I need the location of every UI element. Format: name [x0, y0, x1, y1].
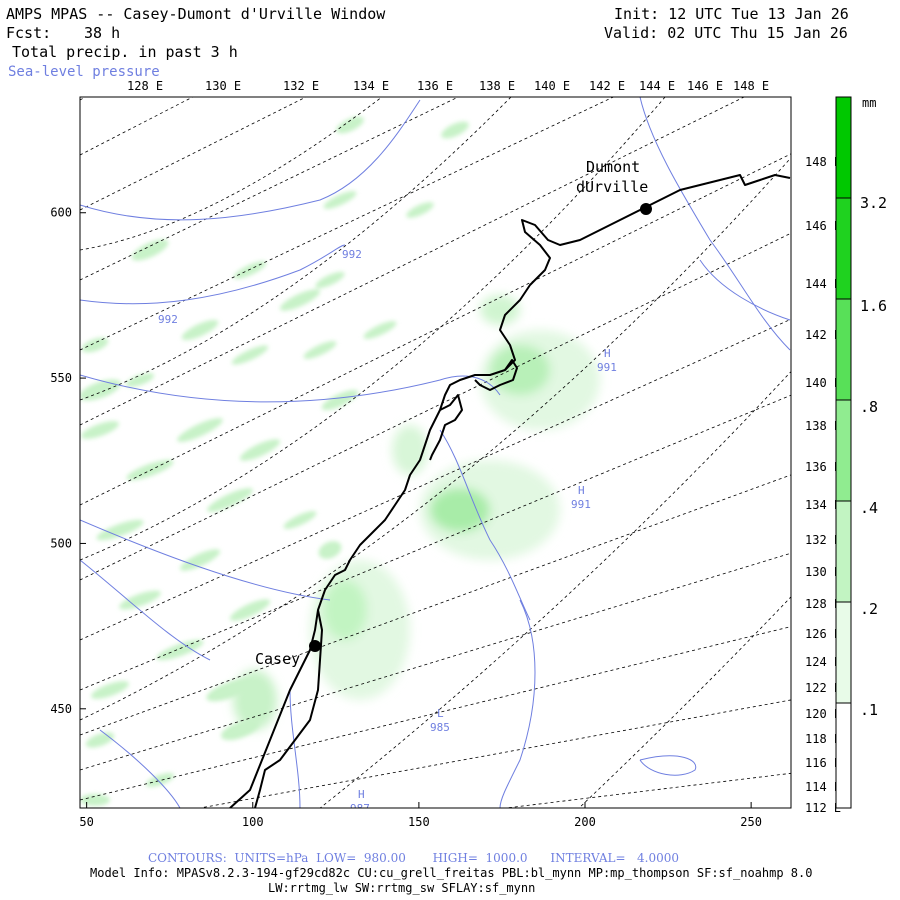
pressure-labels: 992 992 H 991 H 991 L 985 H 987: [158, 248, 617, 815]
svg-text:140 E: 140 E: [805, 376, 841, 390]
colorbar-swatch-0: [836, 703, 851, 808]
pressure-label-992-a: 992: [342, 248, 362, 261]
svg-text:136 E: 136 E: [805, 460, 841, 474]
svg-text:146 E: 146 E: [687, 79, 723, 93]
x-axis: 50 100 150 200 250: [79, 802, 762, 829]
svg-text:146 E: 146 E: [805, 219, 841, 233]
x-tick-label: 50: [79, 815, 93, 829]
svg-text:138 E: 138 E: [479, 79, 515, 93]
colorbar-swatch-2: [836, 501, 851, 602]
svg-text:128 E: 128 E: [127, 79, 163, 93]
svg-text:148 E: 148 E: [733, 79, 769, 93]
model-info: Model Info: MPASv8.2.3-194-gf29cd82c CU:…: [90, 866, 813, 880]
svg-text:126 E: 126 E: [805, 627, 841, 641]
casey-label: Casey: [255, 650, 300, 668]
svg-text:136 E: 136 E: [417, 79, 453, 93]
svg-text:130 E: 130 E: [805, 565, 841, 579]
high-center-2-value: 991: [571, 498, 591, 511]
high-center-2: H: [578, 484, 585, 497]
colorbar-swatch-5: [836, 198, 851, 299]
svg-text:128 E: 128 E: [805, 597, 841, 611]
svg-text:144 E: 144 E: [639, 79, 675, 93]
high-center-3: H: [358, 788, 365, 801]
dumont-label-line1: Dumont: [586, 158, 640, 176]
svg-text:142 E: 142 E: [805, 328, 841, 342]
field-title: Total precip. in past 3 h: [12, 43, 238, 61]
high-center-1-value: 991: [597, 361, 617, 374]
low-center: L: [437, 707, 444, 720]
high-center-3-value: 987: [350, 802, 370, 815]
overlay-title: Sea-level pressure: [8, 64, 160, 80]
map-frame: [79, 96, 792, 809]
high-center-1: H: [604, 347, 611, 360]
colorbar-level-2: .4: [860, 499, 878, 517]
colorbar-level-1: .2: [860, 600, 878, 618]
graticule: [80, 97, 791, 808]
dumont-label-line2: dUrville: [576, 178, 648, 196]
colorbar: mm .1 .2 .4 .8 1.6 3.2: [835, 96, 887, 809]
colorbar-level-5: 3.2: [860, 194, 887, 212]
contour-info: CONTOURS: UNITS=hPa LOW= 980.00 HIGH= 10…: [148, 851, 679, 865]
colorbar-level-4: 1.6: [860, 297, 887, 315]
y-tick-label: 450: [50, 702, 72, 716]
svg-text:134 E: 134 E: [353, 79, 389, 93]
station-casey: Casey: [255, 640, 321, 668]
colorbar-level-0: .1: [860, 701, 878, 719]
forecast-label: Fcst:: [6, 24, 52, 42]
precip-field: [80, 116, 469, 806]
casey-marker: [309, 640, 321, 652]
svg-text:118 E: 118 E: [805, 732, 841, 746]
svg-text:132 E: 132 E: [283, 79, 319, 93]
coastal-precip: [233, 295, 600, 730]
physics-info: LW:rrtmg_lw SW:rrtmg_sw SFLAY:sf_mynn: [268, 881, 536, 895]
svg-text:132 E: 132 E: [805, 533, 841, 547]
svg-text:134 E: 134 E: [805, 498, 841, 512]
pressure-contours: [80, 97, 791, 808]
svg-text:116 E: 116 E: [805, 756, 841, 770]
colorbar-unit: mm: [862, 96, 876, 110]
station-dumont-durville: Dumont dUrville: [576, 158, 652, 215]
svg-text:120 E: 120 E: [805, 707, 841, 721]
colorbar-swatch-6: [836, 97, 851, 198]
coastline: [229, 174, 791, 808]
dumont-marker: [640, 203, 652, 215]
valid-time: Valid: 02 UTC Thu 15 Jan 26: [604, 24, 848, 42]
low-center-value: 985: [430, 721, 450, 734]
y-axis: 450 500 550 600: [50, 206, 86, 716]
right-longitude-labels: 148 E 146 E 144 E 142 E 140 E 138 E 136 …: [805, 155, 841, 815]
x-tick-label: 200: [574, 815, 596, 829]
y-tick-label: 600: [50, 206, 72, 220]
colorbar-level-3: .8: [860, 398, 878, 416]
svg-text:112 E: 112 E: [805, 801, 841, 815]
y-tick-label: 550: [50, 371, 72, 385]
x-tick-label: 100: [242, 815, 264, 829]
map-title: AMPS MPAS -- Casey-Dumont d'Urville Wind…: [6, 5, 386, 23]
colorbar-swatch-3: [836, 400, 851, 501]
svg-text:114 E: 114 E: [805, 780, 841, 794]
svg-text:142 E: 142 E: [589, 79, 625, 93]
svg-text:130 E: 130 E: [205, 79, 241, 93]
init-time: Init: 12 UTC Tue 13 Jan 26: [614, 5, 849, 23]
pressure-label-992-b: 992: [158, 313, 178, 326]
top-longitude-labels: 128 E 130 E 132 E 134 E 136 E 138 E 140 …: [127, 79, 769, 93]
colorbar-swatch-1: [836, 602, 851, 703]
x-tick-label: 150: [408, 815, 430, 829]
svg-text:144 E: 144 E: [805, 277, 841, 291]
forecast-hour: 38 h: [84, 24, 121, 42]
y-tick-label: 500: [50, 536, 72, 550]
colorbar-swatch-4: [836, 299, 851, 400]
svg-text:124 E: 124 E: [805, 655, 841, 669]
x-tick-label: 250: [740, 815, 762, 829]
svg-text:138 E: 138 E: [805, 419, 841, 433]
svg-text:148 E: 148 E: [805, 155, 841, 169]
svg-text:122 E: 122 E: [805, 681, 841, 695]
svg-text:140 E: 140 E: [534, 79, 570, 93]
